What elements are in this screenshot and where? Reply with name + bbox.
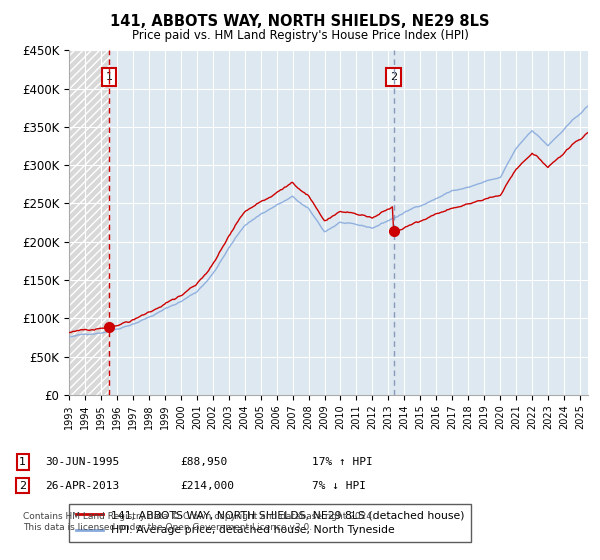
- Legend: 141, ABBOTS WAY, NORTH SHIELDS, NE29 8LS (detached house), HPI: Average price, d: 141, ABBOTS WAY, NORTH SHIELDS, NE29 8LS…: [69, 503, 472, 542]
- Text: 2: 2: [19, 480, 26, 491]
- Text: Price paid vs. HM Land Registry's House Price Index (HPI): Price paid vs. HM Land Registry's House …: [131, 29, 469, 42]
- Text: 17% ↑ HPI: 17% ↑ HPI: [312, 457, 373, 467]
- Bar: [69, 50, 109, 395]
- Text: 2: 2: [390, 72, 397, 82]
- Text: £214,000: £214,000: [180, 480, 234, 491]
- Text: 30-JUN-1995: 30-JUN-1995: [45, 457, 119, 467]
- Bar: [69, 50, 109, 395]
- Text: 141, ABBOTS WAY, NORTH SHIELDS, NE29 8LS: 141, ABBOTS WAY, NORTH SHIELDS, NE29 8LS: [110, 14, 490, 29]
- Text: £88,950: £88,950: [180, 457, 227, 467]
- Text: 26-APR-2013: 26-APR-2013: [45, 480, 119, 491]
- Text: 7% ↓ HPI: 7% ↓ HPI: [312, 480, 366, 491]
- Text: 1: 1: [19, 457, 26, 467]
- Text: Contains HM Land Registry data © Crown copyright and database right 2024.
This d: Contains HM Land Registry data © Crown c…: [23, 512, 374, 532]
- Text: 1: 1: [106, 72, 112, 82]
